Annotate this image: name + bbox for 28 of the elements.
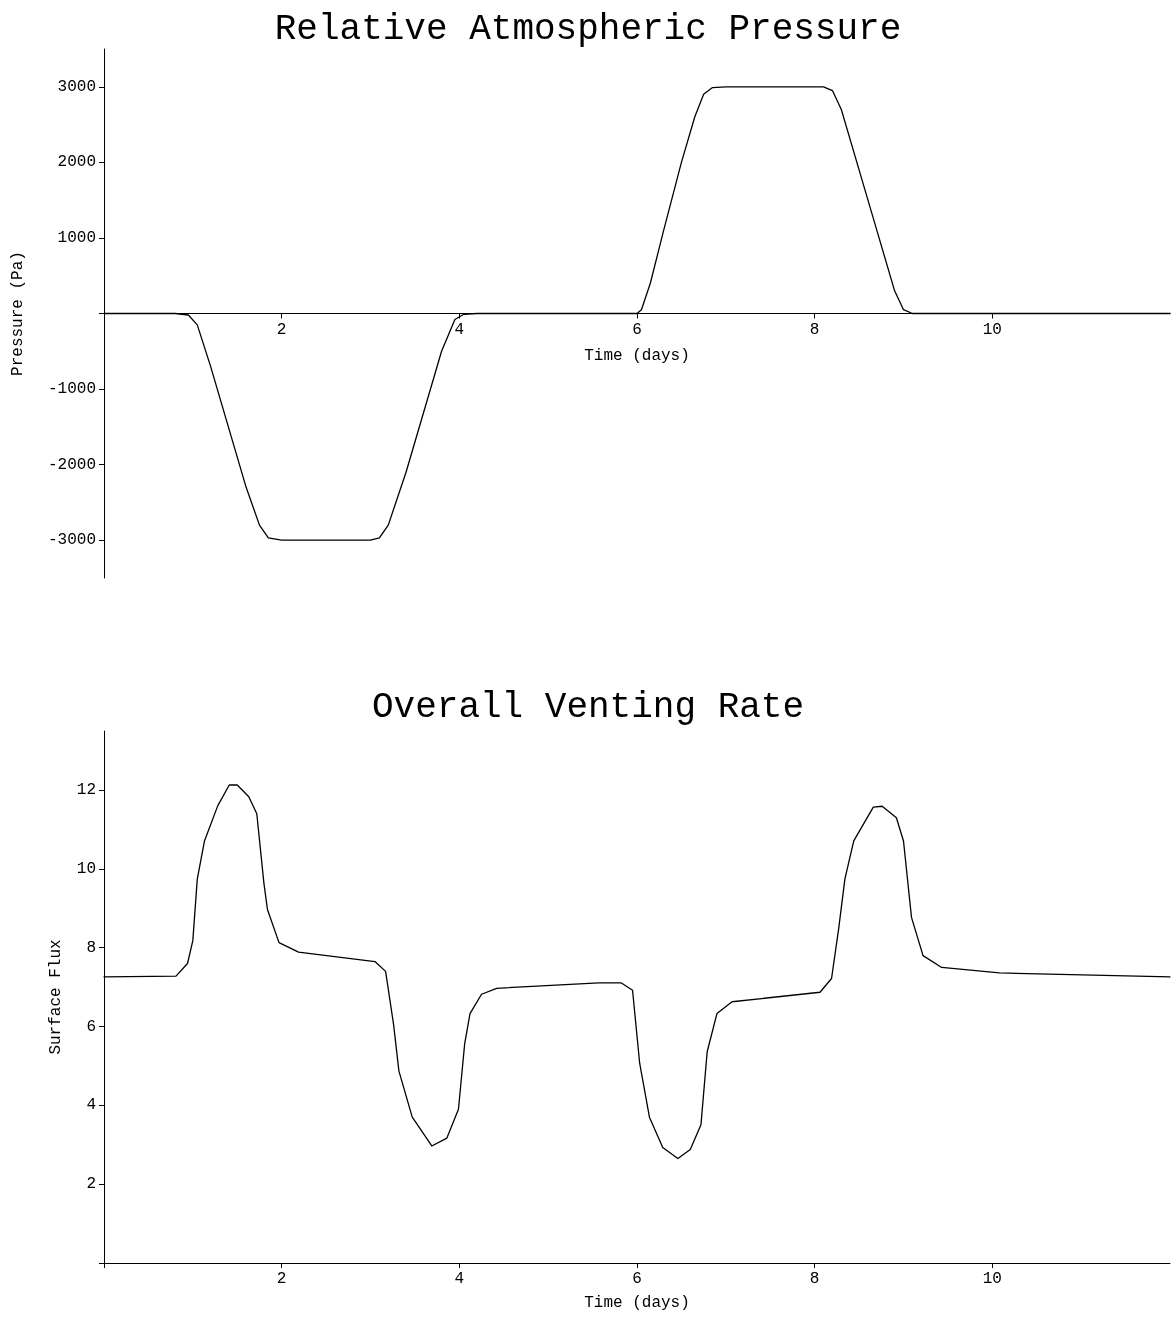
y-tick-label: 12: [76, 781, 96, 800]
x-tick-label: 6: [632, 1270, 642, 1288]
x-axis-title: Time (days): [584, 346, 690, 365]
y-tick-label: 3000: [57, 77, 96, 96]
y-tick-label: 4: [86, 1096, 96, 1115]
x-tick-label: 8: [809, 1270, 820, 1288]
x-tick-label: 2: [276, 1270, 287, 1288]
y-tick-label: 6: [86, 1017, 96, 1036]
x-tick-label: 10: [982, 320, 1002, 339]
y-tick-label: 1000: [57, 228, 96, 247]
y-axis-title: Pressure (Pa): [9, 251, 27, 376]
x-tick-label: 10: [982, 1270, 1002, 1288]
y-axis-title: Surface Flux: [47, 939, 65, 1055]
y-tick-label: 10: [76, 859, 96, 878]
x-tick-label: 4: [454, 320, 465, 339]
chart-title: Overall Venting Rate: [371, 686, 805, 728]
x-tick-label: 4: [454, 1270, 465, 1288]
y-tick-label: -1000: [47, 380, 96, 399]
x-tick-label: 2: [276, 320, 287, 339]
y-tick-label: -3000: [47, 531, 96, 550]
y-tick-label: 8: [86, 938, 96, 957]
chart-title: Relative Atmospheric Pressure: [274, 8, 902, 50]
y-tick-label: 2: [86, 1175, 96, 1194]
x-tick-label: 6: [632, 320, 642, 339]
y-tick-label: 2000: [57, 153, 96, 172]
x-tick-label: 8: [809, 320, 820, 339]
y-tick-label: -2000: [47, 455, 96, 474]
x-axis-title: Time (days): [584, 1294, 690, 1312]
